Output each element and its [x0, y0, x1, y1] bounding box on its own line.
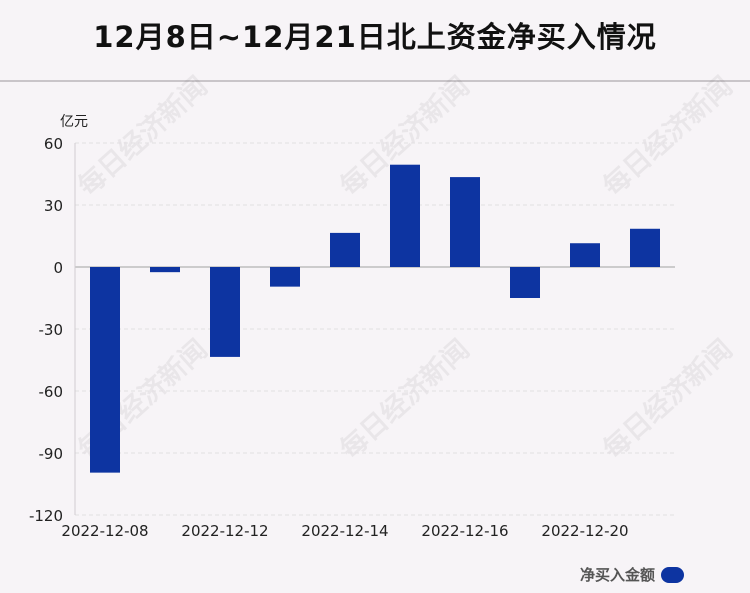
x-tick-label: 2022-12-14 [301, 522, 388, 540]
x-tick-label: 2022-12-08 [61, 522, 148, 540]
y-tick-label: -30 [39, 321, 64, 339]
bar-2022-12-09 [150, 267, 180, 273]
legend-label: 净买入金额 [579, 566, 655, 584]
legend: 净买入金额 [580, 564, 684, 585]
x-tick-label: 2022-12-16 [421, 522, 508, 540]
chart-title: 12月8日~12月21日北上资金净买入情况 [93, 20, 657, 54]
y-tick-label: -60 [39, 383, 64, 401]
y-tick-label: 30 [44, 197, 63, 215]
bar-2022-12-21 [630, 228, 660, 267]
y-tick-label: 60 [44, 135, 63, 153]
bar-2022-12-15 [390, 164, 420, 267]
bar-2022-12-14 [330, 232, 360, 267]
bar-2022-12-08 [90, 267, 120, 473]
x-tick-label: 2022-12-20 [541, 522, 628, 540]
y-unit-label: 亿元 [60, 114, 88, 130]
bar-2022-12-19 [510, 267, 540, 298]
y-tick-label: -120 [29, 507, 63, 525]
title-divider [0, 80, 750, 82]
bar-2022-12-13 [270, 267, 300, 287]
y-tick-label: -90 [39, 445, 64, 463]
y-tick-label: 0 [53, 259, 63, 277]
bar-2022-12-20 [570, 243, 600, 267]
bar-2022-12-16 [450, 177, 480, 267]
bar-2022-12-12 [210, 267, 240, 357]
legend-swatch [661, 566, 684, 583]
x-tick-label: 2022-12-12 [181, 522, 268, 540]
